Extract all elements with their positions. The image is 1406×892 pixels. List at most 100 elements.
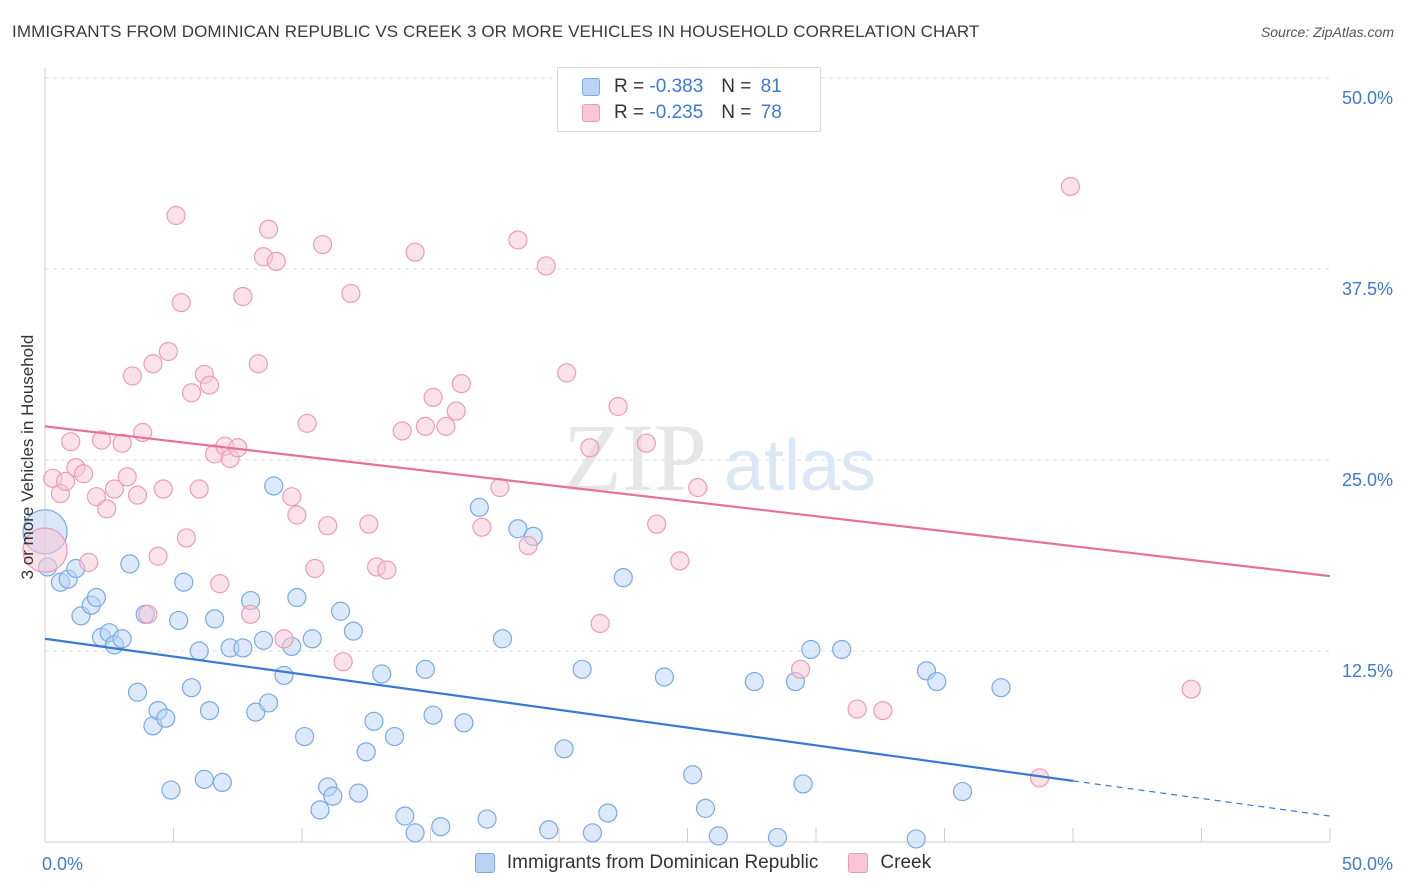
legend-n-value: 81 (760, 76, 782, 97)
data-point-dominican (233, 638, 253, 658)
data-point-dominican (274, 665, 294, 686)
chart-title: IMMIGRANTS FROM DOMINICAN REPUBLIC VS CR… (12, 22, 980, 41)
data-point-dominican (181, 678, 202, 698)
y-tick-label: 50.0% (1342, 88, 1393, 108)
legend-n-label: N = (721, 102, 752, 123)
data-point-dominican (323, 786, 343, 806)
data-point-creek (536, 256, 556, 276)
trend-lines (44, 425, 1331, 817)
data-point-creek (158, 341, 178, 362)
x-tick-label: 50.0% (1342, 854, 1393, 874)
data-point-creek (79, 552, 99, 572)
series-creek-points (22, 176, 1201, 788)
data-point-dominican (793, 774, 813, 794)
data-point-dominican (264, 476, 284, 496)
data-point-creek (359, 514, 379, 534)
data-point-creek (55, 471, 76, 491)
data-point-creek (138, 604, 158, 624)
legend-item-creek[interactable]: Creek (848, 852, 931, 874)
data-point-dominican (330, 601, 351, 621)
data-point-dominican (572, 659, 592, 679)
data-point-creek (670, 551, 690, 571)
data-point-dominican (613, 568, 633, 588)
series-dominican-points (22, 476, 1011, 849)
data-point-dominican (86, 587, 107, 608)
data-point-creek (590, 613, 610, 634)
y-axis-label: 3 or more Vehicles in Household (18, 334, 37, 580)
data-point-dominican (199, 700, 220, 721)
y-tick-label: 25.0% (1342, 470, 1393, 490)
data-point-dominican (927, 671, 947, 692)
data-point-creek (199, 375, 220, 395)
data-point-creek (405, 242, 425, 262)
trend-line-dominican-extension (1072, 780, 1331, 817)
data-point-dominican (169, 610, 189, 631)
data-point-creek (377, 560, 397, 580)
legend-row-dominican: R = -0.383 N = 81 (582, 75, 782, 99)
data-point-creek (790, 659, 811, 679)
y-tick-label: 37.5% (1342, 279, 1393, 299)
data-point-creek (318, 516, 338, 536)
y-tick-label: 12.5% (1342, 661, 1393, 681)
data-point-dominican (294, 726, 315, 747)
data-point-creek (258, 219, 279, 239)
data-point-creek (274, 629, 294, 649)
data-point-creek (176, 528, 196, 548)
legend-n-label: N = (721, 76, 752, 97)
data-point-creek (233, 286, 253, 307)
data-point-dominican (554, 739, 574, 759)
data-point-creek (451, 374, 471, 394)
data-point-dominican (310, 800, 330, 820)
data-point-creek (61, 432, 81, 452)
data-point-creek (181, 383, 202, 403)
data-point-creek (472, 517, 492, 537)
data-point-creek (392, 421, 412, 441)
trend-line-dominican (44, 637, 1074, 782)
data-point-creek (305, 558, 325, 579)
legend-swatch-pink (848, 853, 869, 873)
data-point-creek (189, 479, 209, 499)
data-point-dominican (302, 629, 322, 649)
data-point-dominican (832, 639, 852, 660)
series-legend: Immigrants from Dominican Republic Creek (0, 852, 1406, 874)
trend-line-creek (44, 425, 1331, 578)
data-point-dominican (767, 827, 788, 848)
data-point-creek (241, 604, 261, 624)
legend-r-value: -0.383 (649, 76, 704, 97)
data-point-dominican (287, 587, 307, 608)
data-point-dominican (258, 693, 279, 713)
legend-r-value: -0.235 (649, 102, 704, 123)
data-point-dominican (695, 798, 716, 818)
axes (44, 68, 1331, 843)
legend-item-dominican[interactable]: Immigrants from Dominican Republic (474, 852, 818, 874)
legend-r-label: R = (614, 76, 645, 97)
data-point-dominican (469, 497, 489, 517)
data-point-dominican (156, 708, 176, 728)
legend-n-value: 78 (760, 102, 782, 123)
data-point-dominican (598, 803, 618, 823)
data-point-creek (153, 479, 173, 499)
data-point-dominican (801, 639, 821, 660)
data-point-dominican (127, 682, 148, 702)
data-point-dominican (415, 659, 435, 679)
data-point-dominican (364, 711, 384, 731)
data-point-creek (122, 366, 142, 386)
data-point-creek (423, 387, 443, 407)
data-point-dominican (492, 629, 513, 649)
data-point-dominican (708, 826, 728, 846)
data-point-dominican (539, 820, 559, 840)
data-point-creek (688, 477, 708, 498)
data-point-dominican (348, 783, 369, 803)
data-point-creek (171, 293, 191, 313)
data-point-creek (91, 430, 112, 450)
data-point-creek (148, 546, 168, 566)
data-point-creek (1060, 176, 1081, 197)
zipatlas-watermark: ZIP atlas (563, 404, 876, 511)
data-point-creek (166, 205, 186, 226)
data-point-creek (518, 535, 538, 556)
data-point-creek (1181, 679, 1201, 699)
source-credit: Source: ZipAtlas.com (1260, 24, 1394, 40)
data-point-creek (117, 467, 137, 487)
data-point-dominican (454, 713, 474, 733)
data-point-creek (266, 251, 286, 271)
